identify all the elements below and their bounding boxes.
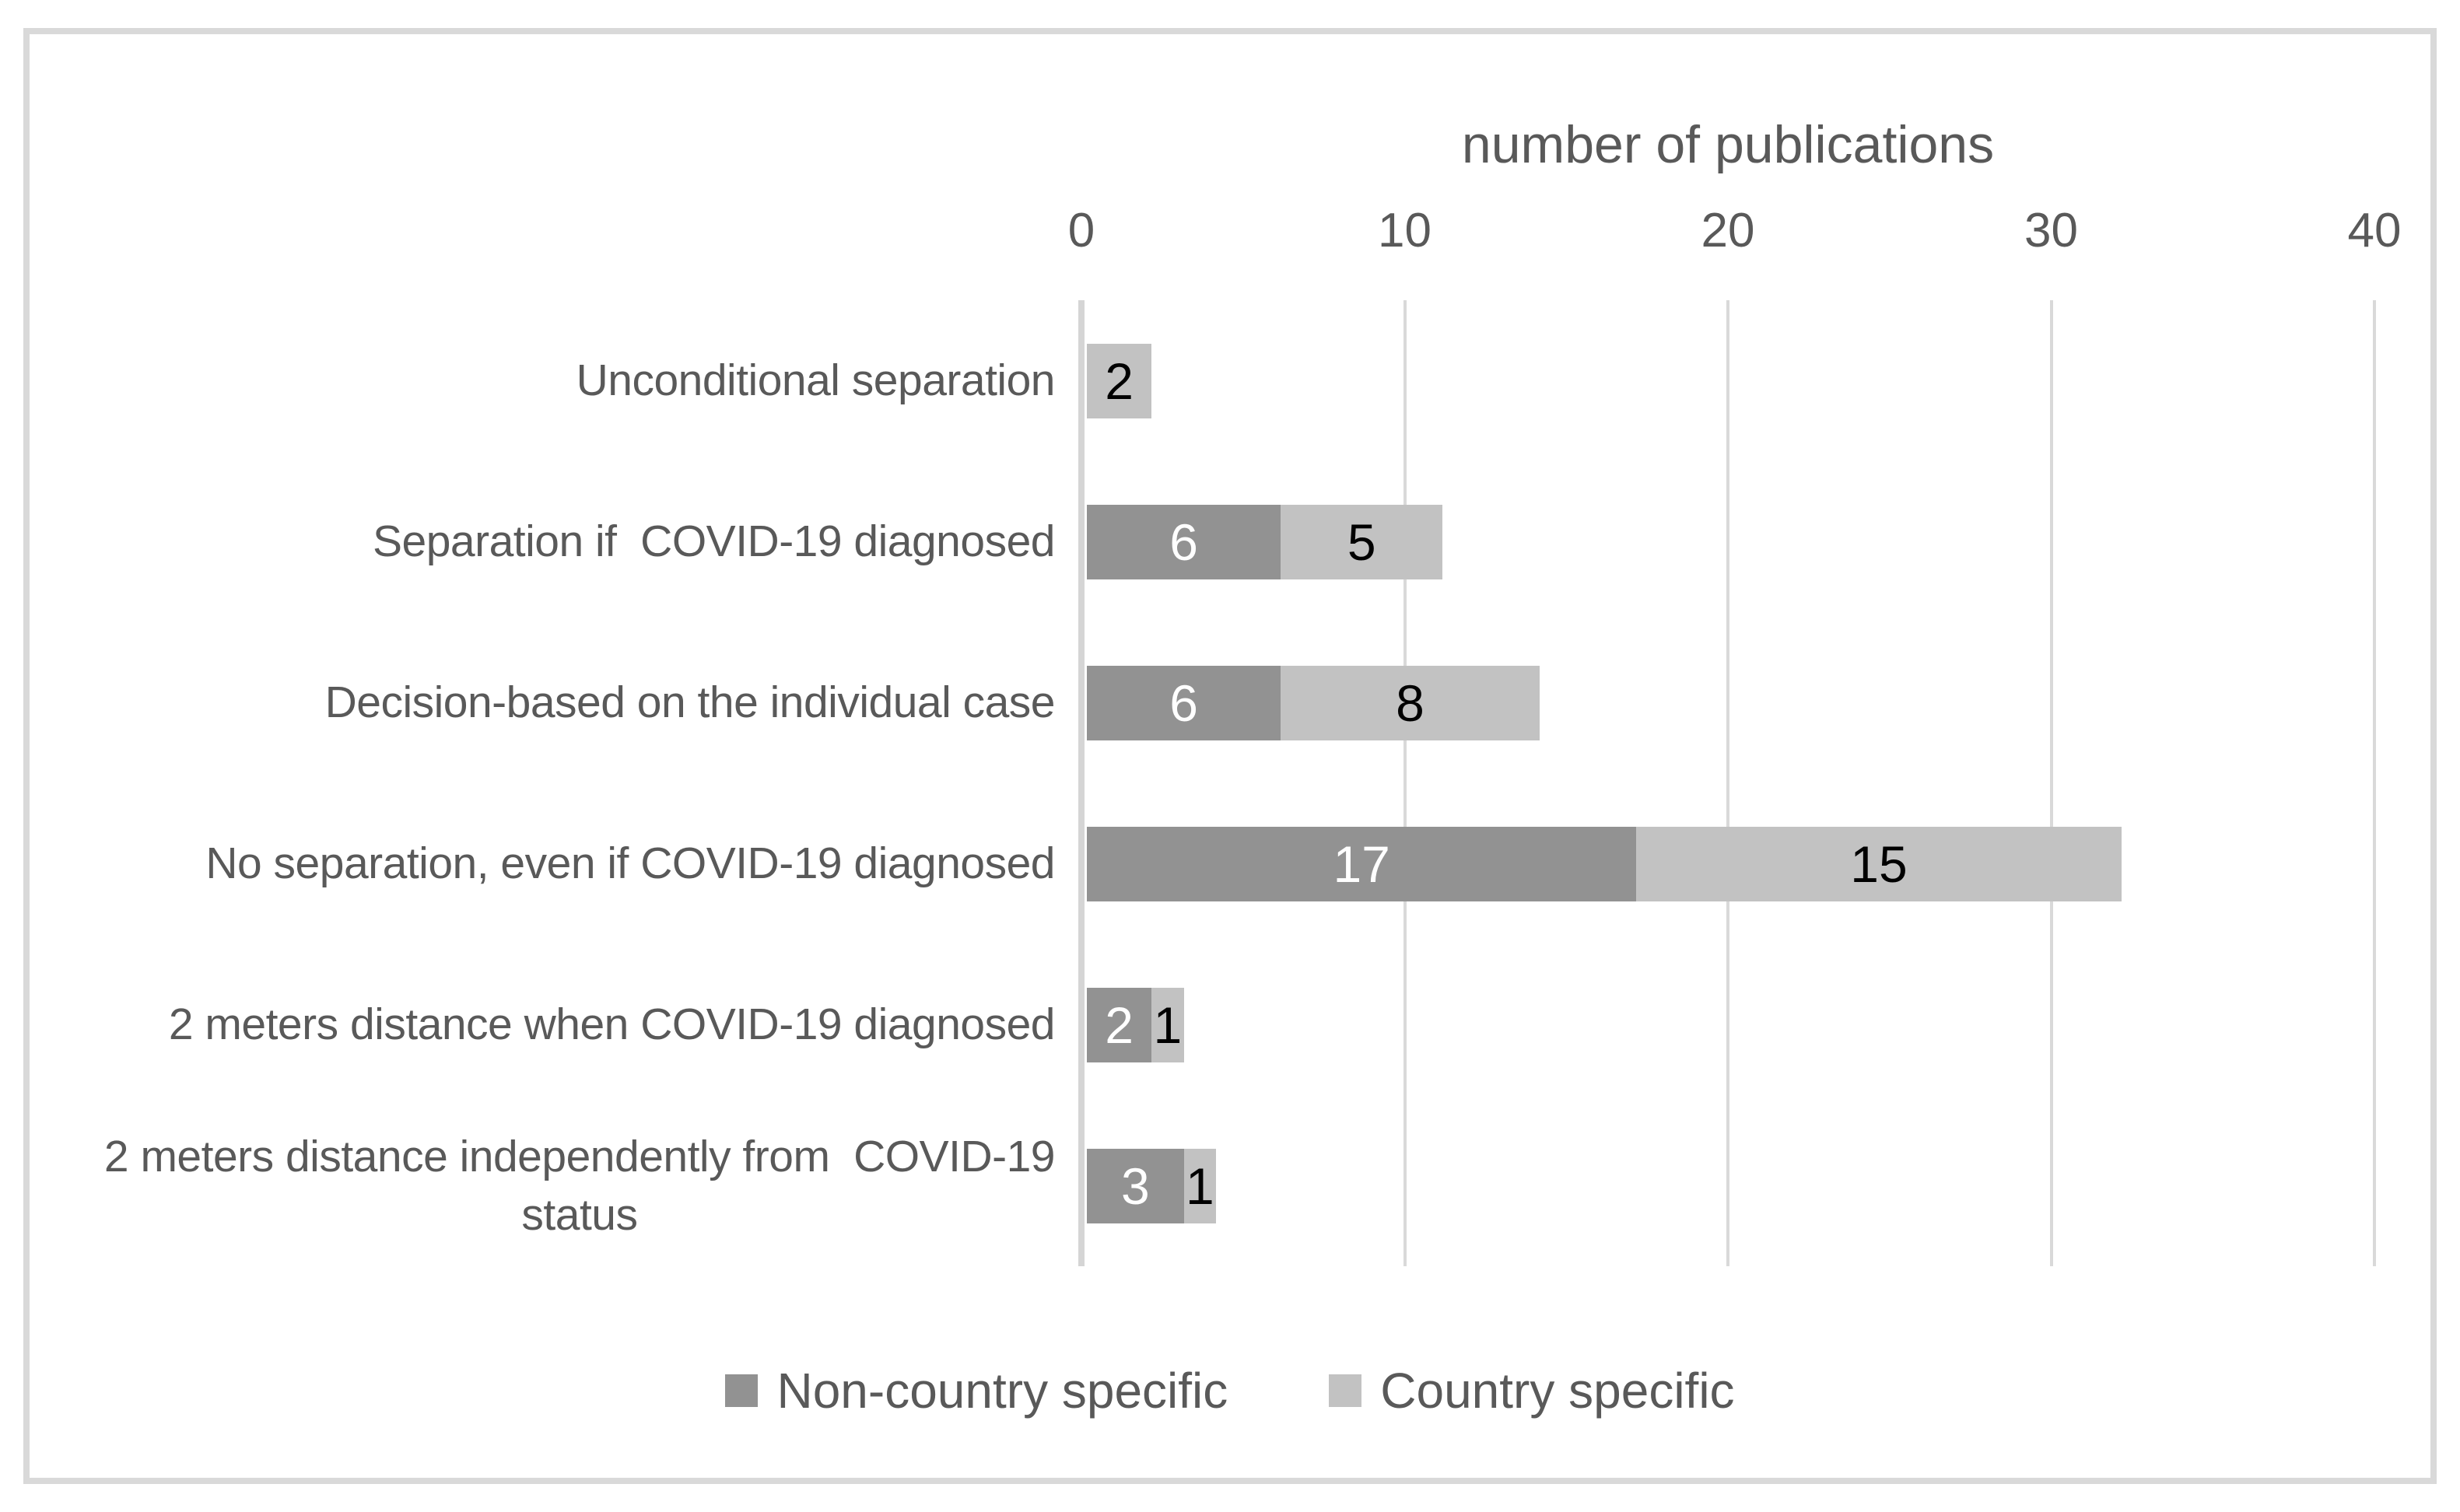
axis-line — [1078, 300, 1085, 1266]
bar-segment: 2 — [1087, 343, 1152, 418]
bar-segment: 1 — [1151, 987, 1184, 1062]
bar-segment: 8 — [1281, 665, 1540, 740]
legend-item-non-country: Non-country specific — [725, 1362, 1228, 1419]
x-tick-label: 10 — [1378, 204, 1431, 257]
category-label: 2 meters distance when COVID-19 diagnose… — [168, 999, 1056, 1050]
category-row: 2 meters distance independently from COV… — [28, 1105, 1056, 1266]
x-tick-label: 40 — [2347, 204, 2402, 257]
category-row: Decision-based on the individual case — [28, 622, 1056, 783]
bar-segment: 1 — [1183, 1148, 1217, 1223]
bar-row: 2 — [1081, 300, 2374, 461]
legend: Non-country specific Country specific — [0, 1353, 2460, 1428]
gridline — [1726, 300, 1729, 1266]
plot-area: 2 6 5 6 8 17 15 2 1 3 1 — [1078, 300, 2376, 1266]
category-row: Unconditional separation — [28, 300, 1056, 461]
category-label: Unconditional separation — [576, 355, 1056, 406]
figure-border — [23, 28, 2437, 1484]
legend-label-non-country-specific: Non-country specific — [776, 1363, 1228, 1419]
legend-swatch-non-country-specific — [725, 1374, 759, 1407]
category-axis: Unconditional separation Separation if CO… — [28, 300, 1056, 1266]
gridline — [2373, 300, 2376, 1266]
gridline — [2049, 300, 2053, 1266]
bar-segment: 5 — [1281, 504, 1443, 579]
bar-segment: 17 — [1087, 826, 1637, 901]
bar: 17 15 — [1087, 826, 2122, 901]
bar-segment: 3 — [1087, 1148, 1184, 1223]
category-label: Separation if COVID-19 diagnosed — [372, 516, 1056, 567]
bar-segment: 6 — [1087, 504, 1281, 579]
bar-segment: 6 — [1087, 665, 1281, 740]
bar-row: 17 15 — [1081, 783, 2374, 944]
bar-segment: 15 — [1636, 826, 2122, 901]
bar-segment: 2 — [1087, 987, 1152, 1062]
category-row: 2 meters distance when COVID-19 diagnose… — [28, 944, 1056, 1105]
category-label: Decision-based on the individual case — [324, 677, 1056, 728]
category-row: No separation, even if COVID-19 diagnose… — [28, 783, 1055, 944]
x-tick-label: 20 — [1701, 204, 1755, 257]
legend-label-country-specific: Country specific — [1380, 1363, 1735, 1419]
category-label: No separation, even if COVID-19 diagnose… — [205, 838, 1055, 889]
category-row: Separation if COVID-19 diagnosed — [28, 461, 1056, 622]
chart-title: number of publications — [1461, 115, 1995, 174]
legend-swatch-country-specific — [1329, 1374, 1362, 1407]
category-label: 2 meters distance independently from COV… — [103, 1132, 1056, 1240]
x-axis: 0 10 20 30 40 — [1068, 198, 2402, 264]
bar: 2 — [1087, 343, 1152, 418]
x-tick-label: 30 — [2024, 204, 2078, 257]
legend-item-country: Country specific — [1329, 1362, 1735, 1419]
gridline — [1403, 300, 1407, 1266]
x-tick-label: 0 — [1067, 204, 1095, 257]
